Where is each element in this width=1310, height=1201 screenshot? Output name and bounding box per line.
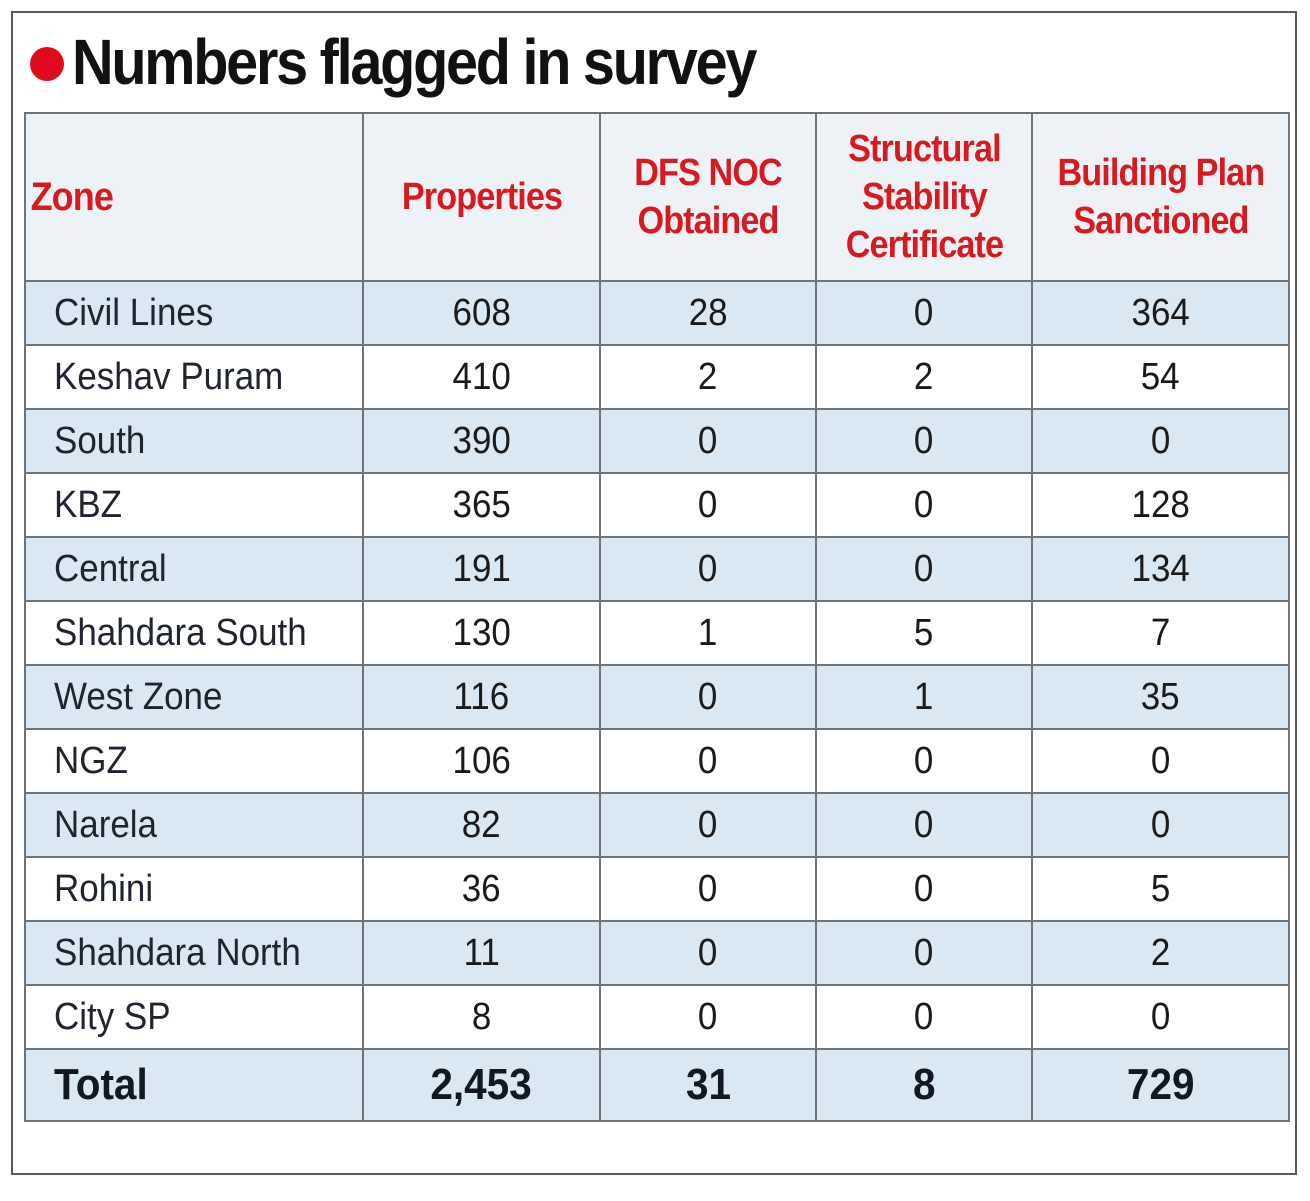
building-plan-cell: 54 bbox=[1031, 344, 1290, 410]
zone-cell: West Zone bbox=[24, 664, 364, 730]
structural-stability-cell: 0 bbox=[815, 792, 1033, 858]
total-structural-stability-cell: 8 bbox=[815, 1048, 1033, 1122]
table-row: Shahdara South 130 1 5 7 bbox=[24, 600, 1290, 666]
red-bullet-icon bbox=[30, 47, 64, 81]
zone-cell: Keshav Puram bbox=[24, 344, 364, 410]
table-row: Civil Lines 608 28 0 364 bbox=[24, 280, 1290, 346]
properties-cell: 11 bbox=[362, 920, 601, 986]
structural-stability-cell: 0 bbox=[815, 984, 1033, 1050]
properties-cell: 82 bbox=[362, 792, 601, 858]
structural-stability-cell: 5 bbox=[815, 600, 1033, 666]
table-row: West Zone 116 0 1 35 bbox=[24, 664, 1290, 730]
building-plan-cell: 0 bbox=[1031, 728, 1290, 794]
zone-cell: City SP bbox=[24, 984, 364, 1050]
table-row: NGZ 106 0 0 0 bbox=[24, 728, 1290, 794]
dfs-noc-cell: 28 bbox=[599, 280, 817, 346]
zone-cell: Shahdara South bbox=[24, 600, 364, 666]
structural-stability-cell: 0 bbox=[815, 728, 1033, 794]
dfs-noc-cell: 0 bbox=[599, 728, 817, 794]
dfs-noc-cell: 0 bbox=[599, 536, 817, 602]
building-plan-cell: 134 bbox=[1031, 536, 1290, 602]
table-row: South 390 0 0 0 bbox=[24, 408, 1290, 474]
column-header-structural-stability: Structural Stability Certificate bbox=[815, 112, 1033, 282]
dfs-noc-cell: 0 bbox=[599, 984, 817, 1050]
building-plan-cell: 7 bbox=[1031, 600, 1290, 666]
building-plan-cell: 0 bbox=[1031, 792, 1290, 858]
building-plan-cell: 2 bbox=[1031, 920, 1290, 986]
building-plan-cell: 364 bbox=[1031, 280, 1290, 346]
properties-cell: 8 bbox=[362, 984, 601, 1050]
dfs-noc-cell: 0 bbox=[599, 920, 817, 986]
table-row: Rohini 36 0 0 5 bbox=[24, 856, 1290, 922]
zone-cell: Rohini bbox=[24, 856, 364, 922]
title-row: Numbers flagged in survey bbox=[30, 20, 831, 104]
total-properties-cell: 2,453 bbox=[362, 1048, 601, 1122]
dfs-noc-cell: 1 bbox=[599, 600, 817, 666]
zone-cell: South bbox=[24, 408, 364, 474]
zone-cell: Civil Lines bbox=[24, 280, 364, 346]
building-plan-cell: 128 bbox=[1031, 472, 1290, 538]
total-dfs-noc-cell: 31 bbox=[599, 1048, 817, 1122]
table-row: KBZ 365 0 0 128 bbox=[24, 472, 1290, 538]
zone-cell: Narela bbox=[24, 792, 364, 858]
structural-stability-cell: 2 bbox=[815, 344, 1033, 410]
properties-cell: 130 bbox=[362, 600, 601, 666]
header-row: Zone Properties DFS NOC Obtained Structu… bbox=[24, 112, 1290, 282]
dfs-noc-cell: 2 bbox=[599, 344, 817, 410]
properties-cell: 116 bbox=[362, 664, 601, 730]
structural-stability-cell: 0 bbox=[815, 920, 1033, 986]
structural-stability-cell: 1 bbox=[815, 664, 1033, 730]
table-row: Narela 82 0 0 0 bbox=[24, 792, 1290, 858]
dfs-noc-cell: 0 bbox=[599, 472, 817, 538]
total-building-plan-cell: 729 bbox=[1031, 1048, 1290, 1122]
building-plan-cell: 35 bbox=[1031, 664, 1290, 730]
total-row: Total 2,453 31 8 729 bbox=[24, 1048, 1290, 1122]
structural-stability-cell: 0 bbox=[815, 472, 1033, 538]
properties-cell: 390 bbox=[362, 408, 601, 474]
column-header-zone: Zone bbox=[24, 112, 364, 282]
dfs-noc-cell: 0 bbox=[599, 856, 817, 922]
zone-cell: KBZ bbox=[24, 472, 364, 538]
properties-cell: 608 bbox=[362, 280, 601, 346]
dfs-noc-cell: 0 bbox=[599, 664, 817, 730]
page-title: Numbers flagged in survey bbox=[72, 26, 757, 98]
properties-cell: 191 bbox=[362, 536, 601, 602]
zone-cell: NGZ bbox=[24, 728, 364, 794]
data-table: Zone Properties DFS NOC Obtained Structu… bbox=[24, 112, 1290, 1122]
column-header-properties: Properties bbox=[362, 112, 601, 282]
zone-cell: Central bbox=[24, 536, 364, 602]
structural-stability-cell: 0 bbox=[815, 408, 1033, 474]
dfs-noc-cell: 0 bbox=[599, 408, 817, 474]
table-row: Shahdara North 11 0 0 2 bbox=[24, 920, 1290, 986]
column-header-building-plan: Building Plan Sanctioned bbox=[1031, 112, 1290, 282]
structural-stability-cell: 0 bbox=[815, 536, 1033, 602]
zone-cell: Shahdara North bbox=[24, 920, 364, 986]
table-body: Civil Lines 608 28 0 364 Keshav Puram 410 2 2 54 S… bbox=[24, 280, 1290, 1122]
table-row: Central 191 0 0 134 bbox=[24, 536, 1290, 602]
structural-stability-cell: 0 bbox=[815, 856, 1033, 922]
properties-cell: 410 bbox=[362, 344, 601, 410]
structural-stability-cell: 0 bbox=[815, 280, 1033, 346]
total-zone-cell: Total bbox=[24, 1048, 364, 1122]
building-plan-cell: 5 bbox=[1031, 856, 1290, 922]
properties-cell: 36 bbox=[362, 856, 601, 922]
properties-cell: 365 bbox=[362, 472, 601, 538]
dfs-noc-cell: 0 bbox=[599, 792, 817, 858]
table-row: City SP 8 0 0 0 bbox=[24, 984, 1290, 1050]
column-header-dfs-noc: DFS NOC Obtained bbox=[599, 112, 817, 282]
properties-cell: 106 bbox=[362, 728, 601, 794]
table-row: Keshav Puram 410 2 2 54 bbox=[24, 344, 1290, 410]
building-plan-cell: 0 bbox=[1031, 408, 1290, 474]
building-plan-cell: 0 bbox=[1031, 984, 1290, 1050]
